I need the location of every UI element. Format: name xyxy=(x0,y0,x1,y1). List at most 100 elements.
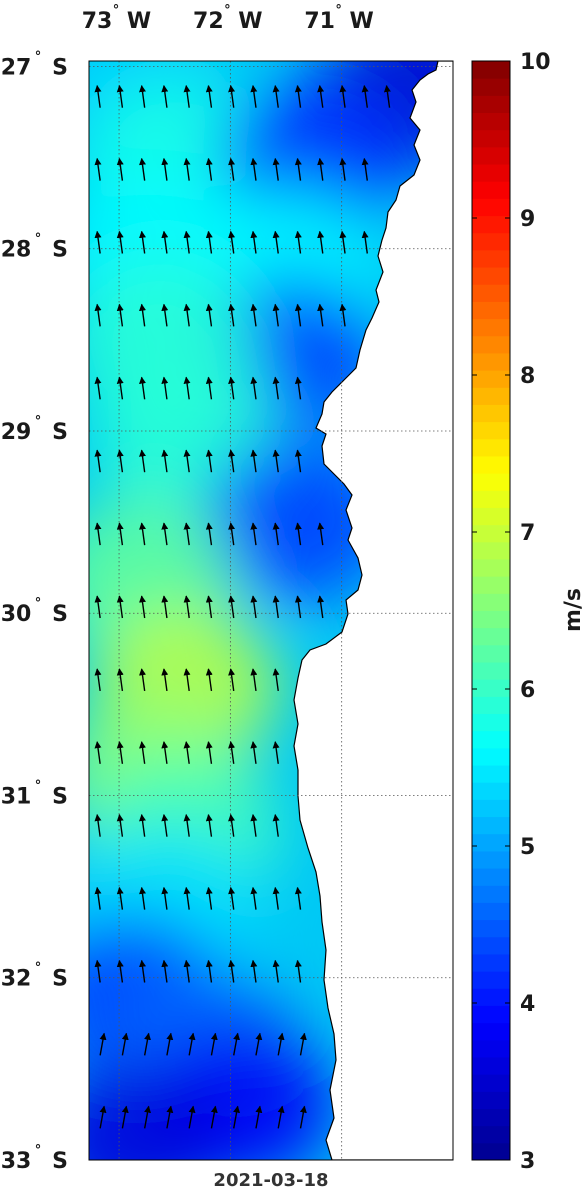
wind-arrow-13-5 xyxy=(210,1032,218,1056)
wind-arrow-9-4 xyxy=(183,741,191,764)
colorbar-band-3 xyxy=(472,1091,510,1109)
wind-arrow-12-6 xyxy=(228,959,236,983)
wind-arrow-12-1 xyxy=(116,959,124,983)
wind-arrow-7-10 xyxy=(317,595,325,619)
colorbar-band-41 xyxy=(472,438,510,457)
colorbar-band-23 xyxy=(472,747,510,766)
wind-arrow-4-5 xyxy=(205,376,213,400)
wind-arrow-0-8 xyxy=(272,84,280,108)
colorbar-band-61 xyxy=(472,95,510,114)
lat-degree: ° xyxy=(35,961,42,976)
wind-arrow-2-6 xyxy=(228,230,236,254)
wind-arrow-12-9 xyxy=(294,959,302,983)
wind-arrow-14-2 xyxy=(143,1105,151,1129)
colorbar-tick-label-4: 4 xyxy=(520,992,535,1017)
wind-arrow-3-7 xyxy=(250,303,258,327)
wind-arrow-13-1 xyxy=(121,1032,129,1056)
colorbar: 3 4 5 6 7 8 9 10 m/s xyxy=(471,50,586,1174)
colorbar-band-46 xyxy=(472,352,510,371)
wind-arrow-9-0 xyxy=(94,741,102,764)
colorbar-band-37 xyxy=(472,507,510,526)
wind-arrow-13-6 xyxy=(233,1032,241,1056)
lat-label-33: 33 ° S xyxy=(1,1143,68,1174)
wind-arrow-0-13 xyxy=(383,84,391,108)
grid-lines xyxy=(89,61,453,1160)
wind-arrow-2-4 xyxy=(183,230,191,254)
wind-arrow-4-7 xyxy=(250,376,258,400)
colorbar-band-31 xyxy=(472,610,510,629)
wind-arrow-2-9 xyxy=(294,230,302,254)
wind-arrow-7-4 xyxy=(183,595,191,619)
wind-arrow-2-5 xyxy=(205,230,213,254)
wind-arrow-1-0 xyxy=(94,157,102,181)
wind-arrow-9-3 xyxy=(161,741,169,764)
lat-label-32: 32 ° S xyxy=(1,961,68,992)
colorbar-ticks: 3 4 5 6 7 8 9 10 xyxy=(472,50,551,1174)
wind-arrow-4-4 xyxy=(183,376,191,400)
wind-arrow-10-1 xyxy=(116,814,124,837)
colorbar-band-40 xyxy=(472,455,510,474)
wind-arrow-13-4 xyxy=(188,1032,196,1056)
colorbar-band-7 xyxy=(472,1022,510,1041)
colorbar-band-19 xyxy=(472,816,510,835)
wind-arrow-8-3 xyxy=(161,668,169,692)
wind-arrow-0-5 xyxy=(205,84,213,108)
lat-hemisphere: S xyxy=(52,967,68,992)
lat-degree: ° xyxy=(35,49,42,64)
wind-arrow-5-6 xyxy=(228,449,236,473)
colorbar-band-42 xyxy=(472,421,510,440)
colorbar-band-11 xyxy=(472,953,510,972)
wind-arrow-6-7 xyxy=(250,522,258,546)
wind-arrow-3-11 xyxy=(339,303,347,327)
colorbar-band-45 xyxy=(472,370,510,388)
colorbar-band-51 xyxy=(472,267,510,285)
wind-arrow-10-0 xyxy=(94,814,102,837)
wind-arrow-11-5 xyxy=(205,886,213,910)
wind-arrow-6-2 xyxy=(139,522,146,546)
wind-arrow-1-11 xyxy=(339,157,347,181)
wind-arrow-12-5 xyxy=(205,959,213,983)
wind-arrow-3-10 xyxy=(317,303,325,327)
lon-hemisphere: W xyxy=(238,9,262,34)
lat-value: 33 xyxy=(1,1149,32,1174)
wind-arrow-13-0 xyxy=(99,1032,107,1056)
wind-arrow-6-9 xyxy=(294,522,302,546)
wind-arrow-0-9 xyxy=(294,84,302,108)
colorbar-tick-label-8: 8 xyxy=(520,364,535,389)
wind-arrow-7-5 xyxy=(205,595,213,619)
colorbar-band-22 xyxy=(472,765,510,783)
wind-arrow-0-10 xyxy=(317,84,325,108)
lat-degree: ° xyxy=(35,1143,42,1158)
wind-arrow-3-6 xyxy=(228,303,236,327)
wind-arrow-0-2 xyxy=(139,84,146,108)
lat-hemisphere: S xyxy=(52,602,68,627)
colorbar-band-56 xyxy=(472,181,510,199)
wind-arrow-1-6 xyxy=(228,157,236,181)
colorbar-band-32 xyxy=(472,593,510,611)
wind-arrow-9-2 xyxy=(139,741,146,764)
lon-degree: ° xyxy=(335,3,342,18)
colorbar-tick-label-5: 5 xyxy=(520,835,535,860)
wind-arrow-12-3 xyxy=(161,959,169,983)
wind-arrow-9-1 xyxy=(116,741,124,764)
latitude-labels: 27 ° S28 ° S29 ° S30 ° S31 ° S32 ° S33 ° S xyxy=(1,49,68,1174)
wind-arrow-8-4 xyxy=(183,668,191,692)
wind-arrow-15-4 xyxy=(189,1161,193,1183)
wind-arrow-13-8 xyxy=(277,1032,285,1056)
wind-arrow-14-1 xyxy=(121,1105,129,1129)
wind-arrow-10-2 xyxy=(139,814,146,837)
wind-arrow-7-0 xyxy=(94,595,102,619)
colorbar-band-50 xyxy=(472,284,510,302)
wind-arrow-4-9 xyxy=(294,376,302,400)
wind-arrow-1-5 xyxy=(205,157,213,181)
lat-hemisphere: S xyxy=(52,784,68,809)
wind-arrow-6-5 xyxy=(205,522,213,546)
lat-value: 29 xyxy=(1,420,32,445)
lon-hemisphere: W xyxy=(127,9,151,34)
wind-arrow-10-5 xyxy=(205,814,213,837)
wind-arrow-14-0 xyxy=(99,1105,107,1129)
lon-degree: ° xyxy=(113,3,120,18)
wind-arrow-7-3 xyxy=(161,595,169,619)
colorbar-band-52 xyxy=(472,249,510,268)
